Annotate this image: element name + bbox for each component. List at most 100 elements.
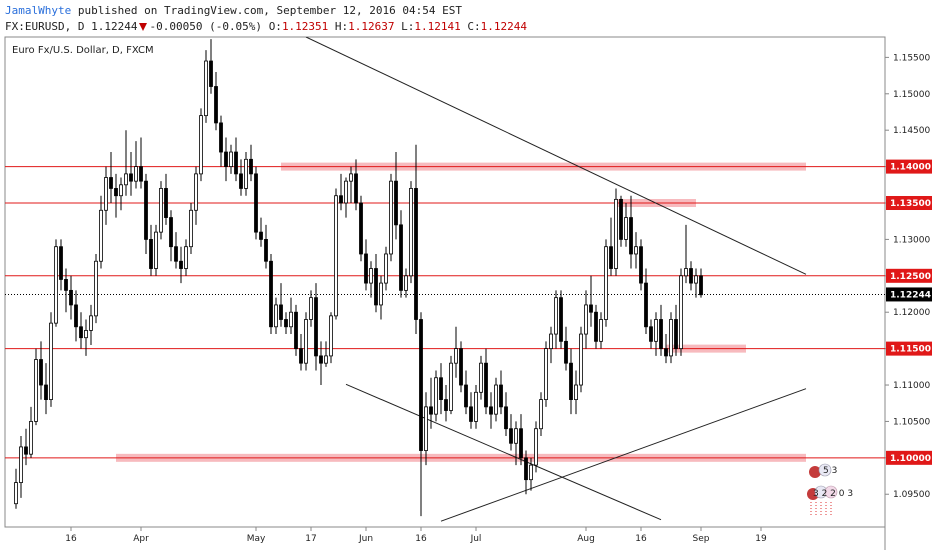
candle-body — [324, 355, 328, 364]
candle-body — [579, 333, 583, 386]
candle-body — [49, 322, 53, 400]
candle-body — [519, 428, 523, 459]
candle-body — [274, 304, 278, 328]
candle-body — [94, 260, 98, 317]
price-level-tag — [886, 268, 932, 283]
candle-body — [369, 268, 373, 284]
candle-body — [144, 180, 148, 240]
author-link[interactable]: JamalWhyte — [5, 4, 72, 17]
candle-body — [99, 209, 103, 262]
candle-body — [459, 348, 463, 386]
published-text: published on TradingView.com, September … — [77, 4, 462, 17]
candle-body — [119, 184, 123, 197]
candle-body — [199, 115, 203, 175]
symbol-line: FX:EURUSD, D 1.12244 -0.00050 (-0.05%) O:… — [5, 20, 527, 33]
candle-body — [569, 362, 573, 400]
events-count-bottom: 3 2 2 0 3 — [813, 489, 853, 499]
candle-body — [469, 406, 473, 422]
candle-body — [244, 158, 248, 189]
x-tick-label: Sep — [693, 534, 710, 544]
candle-body — [159, 188, 163, 233]
price-level-tag — [886, 450, 932, 465]
high-value: 1.12637 — [348, 20, 395, 33]
y-tick-label: 1.12000 — [893, 308, 930, 318]
candle-body — [394, 180, 398, 226]
candle-body — [344, 180, 348, 204]
candle-body — [564, 340, 568, 364]
candle-body — [214, 86, 218, 124]
candle-body — [499, 384, 503, 408]
candle-body — [444, 399, 448, 411]
candle-body — [179, 260, 183, 269]
candle-body — [629, 217, 633, 255]
candle-body — [609, 246, 613, 269]
candle-body — [304, 319, 308, 364]
close-value: 1.12244 — [480, 20, 527, 33]
price-level-tag — [886, 341, 932, 356]
candle-body — [134, 166, 138, 182]
candle-body — [239, 173, 243, 189]
open-value: 1.12351 — [281, 20, 329, 33]
candle-body — [529, 464, 533, 481]
candle-body — [474, 391, 478, 422]
down-arrow-icon — [139, 23, 148, 31]
candle-body — [364, 253, 368, 284]
candle-body — [264, 239, 268, 262]
candle-body — [339, 195, 343, 204]
candle-body — [424, 406, 428, 451]
x-tick-label: Jun — [358, 534, 373, 544]
candle-body — [104, 177, 108, 211]
y-tick-label: 1.15000 — [893, 90, 930, 100]
x-tick-label: May — [247, 534, 266, 544]
candle-body — [454, 348, 458, 364]
x-tick-label: Aug — [577, 534, 595, 544]
price-change: -0.00050 (-0.05%) — [149, 20, 263, 33]
candle-body — [539, 399, 543, 430]
y-tick-label: 1.14500 — [893, 126, 930, 136]
candle-body — [124, 173, 128, 186]
candle-body — [39, 359, 43, 386]
candle-body — [504, 406, 508, 430]
events-count-top: 5 3 — [823, 466, 837, 476]
open-label: O: — [268, 20, 282, 33]
candle-body — [234, 151, 238, 175]
candle-body — [69, 289, 73, 306]
plot-frame — [4, 36, 886, 528]
candle-body — [589, 304, 593, 313]
candle-body — [479, 362, 483, 393]
x-tick-label: 17 — [305, 534, 316, 544]
candle-body — [354, 173, 358, 204]
candle-body — [489, 406, 493, 415]
candle-body — [644, 282, 648, 328]
candle-body — [464, 384, 468, 408]
candle-body — [204, 60, 208, 117]
candle-body — [614, 198, 618, 269]
candle-body — [594, 311, 598, 342]
candle-body — [209, 60, 213, 87]
low-label: L: — [401, 20, 415, 33]
candle-body — [169, 217, 173, 248]
candle-body — [114, 188, 118, 197]
candle-body — [679, 275, 683, 350]
candle-body — [14, 482, 18, 505]
candle-body — [79, 326, 83, 339]
candle-body — [84, 330, 88, 339]
x-tick-label: 16 — [65, 534, 77, 544]
candle-body — [699, 275, 703, 296]
candle-body — [574, 384, 578, 400]
x-tick-label: 16 — [415, 534, 427, 544]
candle-body — [19, 446, 23, 483]
candle-body — [334, 195, 338, 317]
candle-body — [269, 260, 273, 328]
price-level-tag-label: 1.14000 — [890, 163, 931, 173]
trendline — [345, 383, 662, 521]
candle-body — [279, 304, 283, 320]
y-tick-label: 1.11000 — [893, 381, 930, 391]
candle-body — [639, 246, 643, 284]
candle-body — [29, 421, 33, 455]
price-level-tag — [886, 196, 932, 211]
candle-body — [379, 282, 383, 306]
candle-body — [619, 198, 623, 240]
candle-body — [329, 315, 333, 357]
